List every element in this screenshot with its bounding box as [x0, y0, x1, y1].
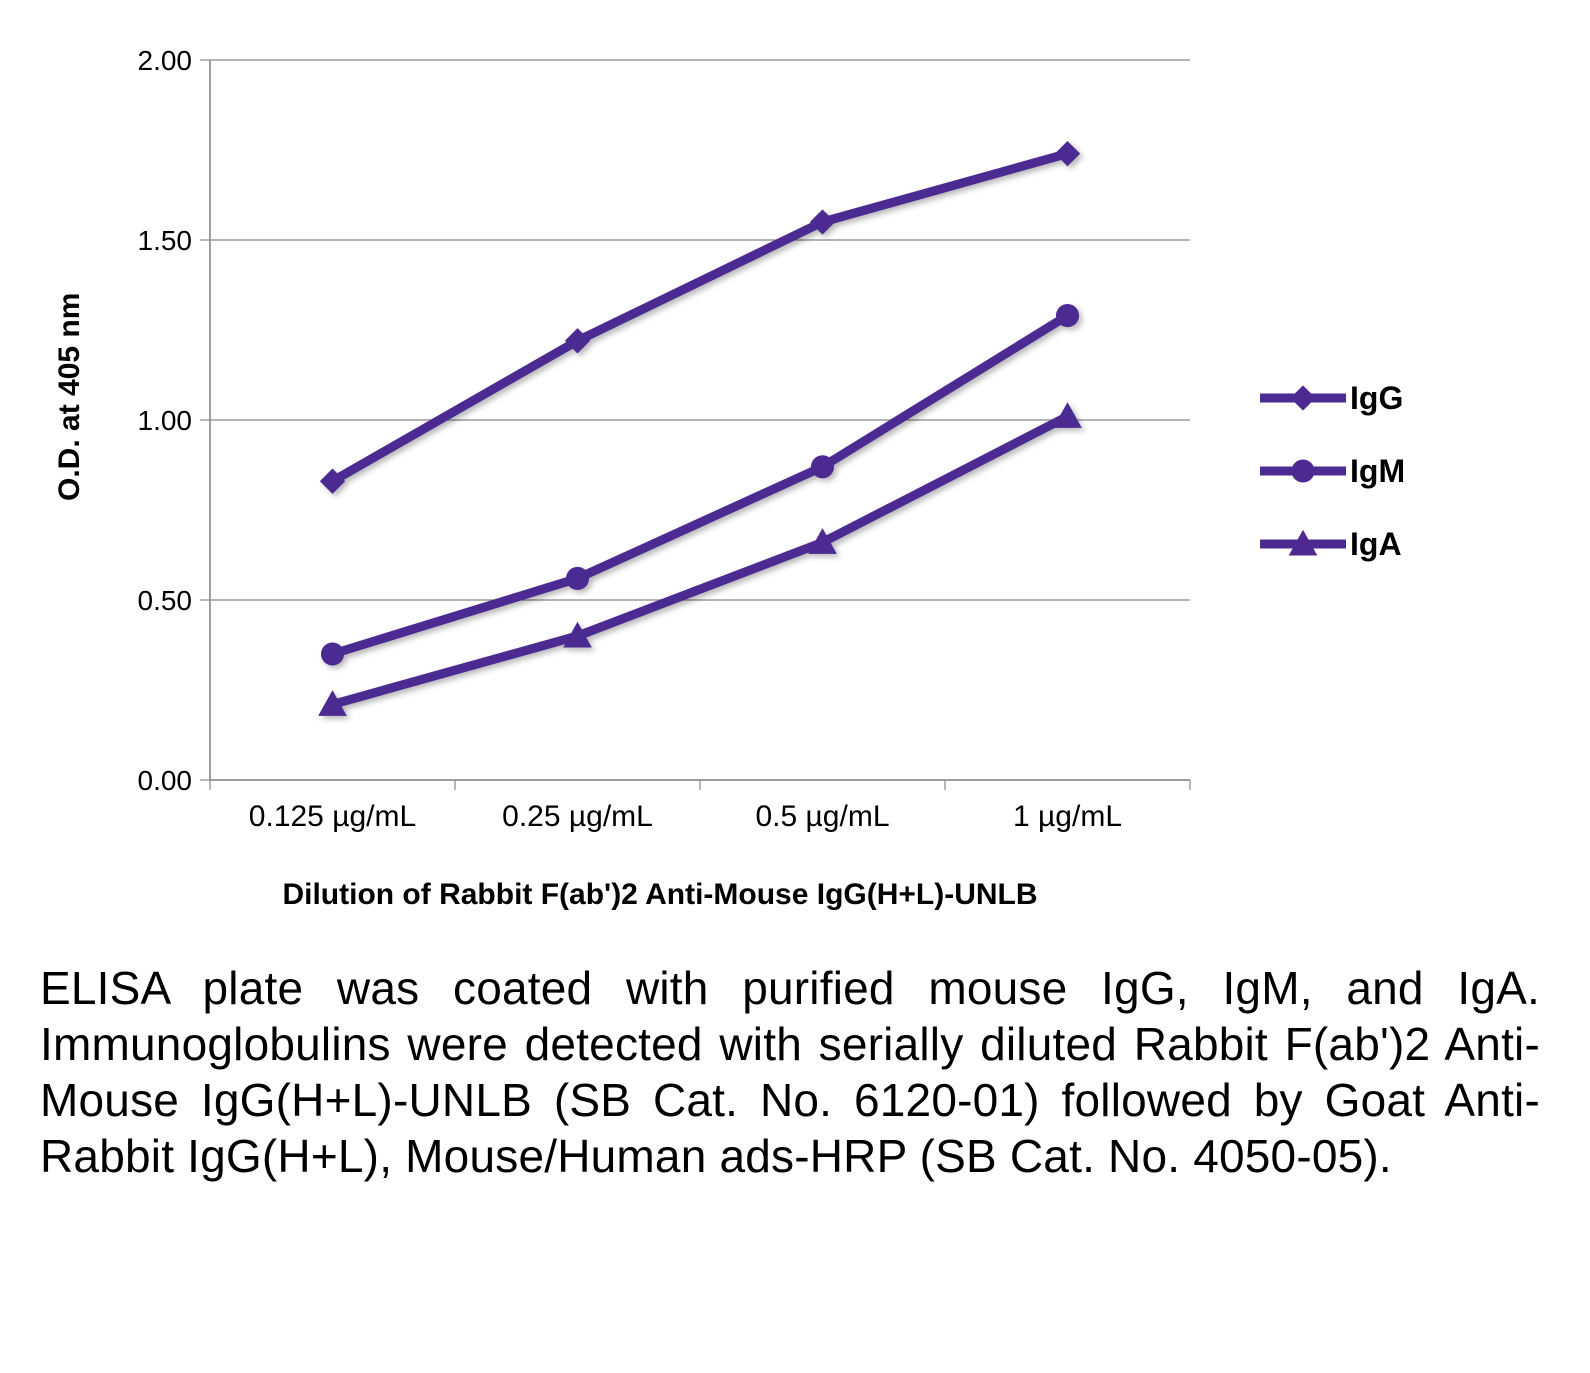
series-IgG [320, 141, 1080, 494]
legend-label-IgM: IgM [1350, 453, 1405, 490]
svg-text:0.00: 0.00 [138, 765, 193, 796]
legend-label-IgG: IgG [1350, 380, 1403, 417]
legend-swatch-IgM [1260, 456, 1346, 486]
svg-text:0.125 µg/mL: 0.125 µg/mL [249, 800, 416, 833]
svg-text:0.5 µg/mL: 0.5 µg/mL [755, 800, 889, 833]
chart-row: O.D. at 405 nm 0.00 0.50 1.00 1.50 2.00 0.125… [40, 30, 1550, 912]
svg-text:0.50: 0.50 [138, 585, 193, 616]
y-axis-label: O.D. at 405 nm [53, 441, 87, 501]
legend-swatch-IgA [1260, 529, 1346, 559]
svg-text:1 µg/mL: 1 µg/mL [1013, 800, 1122, 833]
chart-and-xlabel: 0.00 0.50 1.00 1.50 2.00 0.125 µg/mL 0.25 µg/m… [100, 30, 1220, 912]
x-axis-label: Dilution of Rabbit F(ab')2 Anti-Mouse Ig… [100, 878, 1220, 912]
series-IgA [318, 402, 1082, 716]
figure-caption: ELISA plate was coated with purified mou… [40, 960, 1540, 1184]
svg-text:0.25 µg/mL: 0.25 µg/mL [502, 800, 653, 833]
line-chart: 0.00 0.50 1.00 1.50 2.00 0.125 µg/mL 0.25 µg/m… [100, 30, 1220, 860]
legend-swatch-IgG [1260, 383, 1346, 413]
series-IgM [321, 304, 1079, 665]
svg-text:1.00: 1.00 [138, 405, 193, 436]
legend-item-IgM: IgM [1260, 453, 1405, 490]
legend-item-IgA: IgA [1260, 526, 1405, 563]
svg-text:2.00: 2.00 [138, 45, 193, 76]
legend-item-IgG: IgG [1260, 380, 1405, 417]
svg-text:1.50: 1.50 [138, 225, 193, 256]
legend: IgG IgM IgA [1260, 344, 1405, 599]
legend-label-IgA: IgA [1350, 526, 1402, 563]
